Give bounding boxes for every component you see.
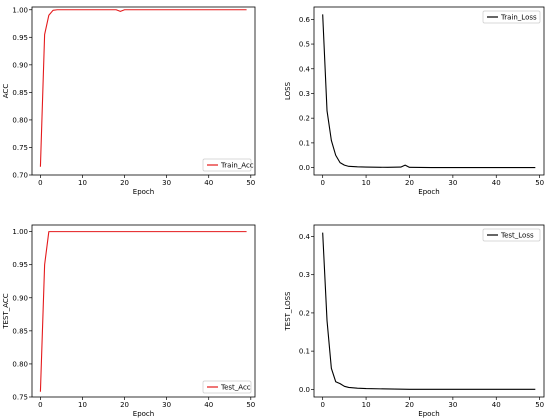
legend: Test_Acc: [202, 380, 252, 394]
x-tick-label: 40: [204, 179, 213, 187]
y-tick-label: 0.0: [299, 386, 310, 394]
x-tick-label: 30: [162, 179, 171, 187]
x-tick-label: 30: [448, 401, 457, 409]
x-axis-label: Epoch: [418, 188, 439, 196]
x-tick-label: 0: [38, 401, 42, 409]
y-tick-label: 1.00: [12, 228, 28, 236]
x-tick-label: 20: [120, 179, 129, 187]
plot-frame: [313, 6, 545, 176]
y-tick-label: 0.80: [12, 360, 28, 368]
x-tick-label: 40: [492, 179, 501, 187]
x-tick-label: 50: [535, 401, 544, 409]
y-tick-label: 0.95: [12, 34, 28, 42]
x-tick-label: 10: [362, 179, 371, 187]
x-tick-label: 20: [120, 401, 129, 409]
x-tick-label: 10: [362, 401, 371, 409]
y-tick-label: 0.80: [12, 116, 28, 124]
legend-label: Train_Acc: [220, 162, 254, 170]
y-tick-label: 0.95: [12, 261, 28, 269]
x-tick-label: 20: [405, 179, 414, 187]
legend-label: Train_Loss: [500, 14, 537, 22]
y-tick-label: 0.4: [299, 65, 311, 73]
x-tick-label: 30: [448, 179, 457, 187]
legend-box: [482, 10, 541, 24]
y-axis-label: LOSS: [284, 81, 292, 100]
chart-4: 0 10 20 30 40 50 0.0 0.1 0.2 0.3 0.4 Epoch TEST_LOSS…: [284, 224, 545, 418]
y-tick-label: 0.6: [299, 16, 311, 24]
y-axis-label: TEST_ACC: [2, 293, 10, 329]
x-axis-label: Epoch: [133, 410, 154, 418]
x-tick-label: 40: [204, 401, 213, 409]
legend-box: [482, 228, 541, 242]
x-tick-label: 40: [492, 401, 501, 409]
plot-frame: [31, 224, 256, 398]
y-tick-label: 0.0: [299, 164, 310, 172]
plot-frame: [313, 224, 545, 398]
y-tick-label: 0.5: [299, 41, 310, 49]
y-tick-label: 0.85: [12, 89, 28, 97]
y-tick-label: 0.75: [12, 144, 28, 152]
y-tick-label: 0.2: [299, 115, 310, 123]
x-tick-label: 0: [320, 401, 324, 409]
series-line-train-acc: [39, 9, 247, 167]
y-tick-label: 0.90: [12, 61, 28, 69]
x-tick-label: 0: [38, 179, 42, 187]
x-axis-label: Epoch: [133, 188, 154, 196]
x-axis-label: Epoch: [418, 410, 439, 418]
x-tick-label: 30: [162, 401, 171, 409]
y-axis-label: ACC: [2, 84, 10, 99]
y-tick-label: 0.70: [12, 172, 28, 180]
x-tick-label: 10: [78, 401, 87, 409]
chart-2: 0 10 20 30 40 50 0.0 0.1 0.2 0.3 0.4 0.5 0.6 Epoch LOS…: [284, 6, 545, 196]
legend: Test_Loss: [482, 228, 541, 242]
legend-label: Test_Acc: [220, 384, 251, 392]
series-line-train-loss: [322, 14, 536, 169]
y-tick-label: 1.00: [12, 6, 28, 14]
y-tick-label: 0.1: [299, 139, 310, 147]
y-tick-label: 0.75: [12, 394, 28, 402]
legend-label: Test_Loss: [500, 232, 534, 240]
y-tick-label: 0.90: [12, 294, 28, 302]
x-tick-label: 50: [246, 179, 255, 187]
legend-box: [202, 158, 252, 172]
y-tick-label: 0.1: [299, 348, 310, 356]
y-tick-label: 0.2: [299, 309, 310, 317]
chart-3: 0 10 20 30 40 50 0.75 0.80 0.85 0.90 0.95 1.00 Epoch…: [2, 224, 256, 418]
legend: Train_Loss: [482, 10, 541, 24]
x-tick-label: 10: [78, 179, 87, 187]
y-tick-label: 0.85: [12, 327, 28, 335]
y-tick-label: 0.3: [299, 90, 310, 98]
x-tick-label: 20: [405, 401, 414, 409]
y-axis-label: TEST_LOSS: [284, 291, 292, 332]
x-tick-label: 50: [246, 401, 255, 409]
x-tick-label: 50: [535, 179, 544, 187]
x-tick-label: 0: [320, 179, 324, 187]
series-line-test-acc: [39, 231, 247, 392]
chart-1: 0 10 20 30 40 50 0.70 0.75 0.80 0.85 0.90 0.95 1.00 E…: [2, 6, 256, 196]
legend: Train_Acc: [202, 158, 254, 172]
y-tick-label: 0.4: [299, 233, 311, 241]
plot-frame: [31, 6, 256, 176]
legend-box: [202, 380, 252, 394]
y-tick-label: 0.3: [299, 271, 310, 279]
series-line-test-loss: [322, 232, 536, 390]
